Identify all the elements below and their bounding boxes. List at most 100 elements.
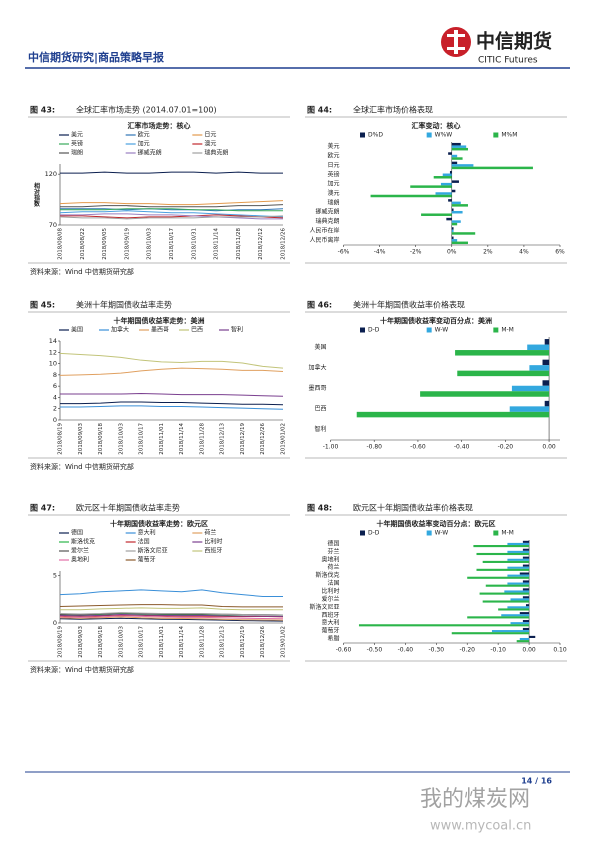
- bar: [522, 588, 530, 591]
- x-tick-label: 2%: [483, 249, 493, 256]
- category-label: 德国: [327, 539, 339, 547]
- series-line: [60, 208, 283, 212]
- bar: [449, 171, 452, 174]
- bar: [467, 576, 530, 579]
- x-tick-label: 6%: [555, 249, 565, 256]
- legend-label: 美国: [71, 326, 83, 334]
- bar: [356, 411, 550, 418]
- legend-label: 巴西: [191, 327, 203, 334]
- x-tick-label: 2018/10/03: [118, 626, 124, 658]
- legend-label: 斯洛伐克: [71, 538, 95, 546]
- y-tick-label: 5: [53, 572, 57, 580]
- chart-title: 十年期国债收益率变动百分点：欧元区: [377, 519, 496, 528]
- bar: [510, 598, 530, 601]
- legend-label: M-M: [501, 327, 514, 334]
- bar: [522, 580, 530, 583]
- bar: [451, 208, 454, 211]
- legend-label: 西班牙: [204, 547, 222, 555]
- bar: [482, 560, 530, 563]
- bar: [522, 627, 530, 631]
- series-line: [60, 392, 284, 397]
- figure-title: 美洲十年期国债收益率走势: [76, 300, 172, 310]
- x-tick-label: 2019/01/02: [281, 423, 287, 455]
- bar: [519, 572, 530, 575]
- bar: [509, 406, 550, 412]
- header-title: 中信期货研究|商品策略早报: [28, 50, 165, 64]
- bar: [522, 548, 530, 551]
- x-tick-label: 2018/11/28: [199, 423, 205, 455]
- legend-label: 加拿大: [111, 326, 129, 334]
- watermark-cn: 我的煤炭网: [420, 787, 530, 812]
- x-tick-label: 2018/12/19: [240, 423, 246, 455]
- category-label: 墨西哥: [308, 385, 326, 392]
- x-tick-label: 2018/11/01: [159, 423, 165, 455]
- x-tick-label: 2018/10/17: [169, 228, 175, 260]
- x-tick-label: -0.40: [398, 647, 414, 654]
- bar: [491, 630, 530, 633]
- figure-title: 全球汇率市场价格表现: [353, 105, 433, 115]
- bar: [519, 612, 530, 615]
- page-number: 14 / 16: [521, 777, 552, 786]
- x-tick-label: -0.80: [366, 444, 382, 451]
- bar: [433, 176, 452, 179]
- legend-label: 瑞典克朗: [204, 149, 228, 157]
- bar: [476, 552, 530, 556]
- y-tick-label: 0: [53, 416, 57, 424]
- bar: [522, 564, 530, 567]
- series-line: [59, 352, 284, 369]
- y-tick-label: 4: [53, 393, 57, 401]
- series-line: [60, 214, 284, 219]
- x-tick-label: 2018/11/14: [214, 228, 220, 260]
- source-note: 资料来源：Wind 中信期货研究部: [30, 267, 134, 276]
- bar: [410, 185, 452, 188]
- legend-swatch: [360, 132, 365, 138]
- bar: [507, 606, 530, 609]
- x-tick-label: 4%: [519, 249, 529, 256]
- series-line: [60, 208, 284, 212]
- y-tick-label: 10: [49, 360, 57, 368]
- source-note: 资料来源：Wind 中信期货研究部: [30, 462, 134, 471]
- bar: [473, 545, 530, 548]
- bar: [510, 622, 530, 625]
- legend-swatch: [360, 530, 365, 536]
- legend-label: D-D: [368, 327, 380, 334]
- series-line: [59, 617, 284, 622]
- category-label: 荷兰: [327, 563, 339, 571]
- figure-label: 图 44:: [307, 106, 332, 115]
- bar: [451, 222, 458, 226]
- bar: [482, 600, 530, 603]
- x-tick-label: 2018/11/01: [159, 626, 165, 658]
- legend-label: 墨西哥: [151, 327, 169, 334]
- legend-label: M-M: [501, 530, 514, 537]
- figure-label: 图 48:: [307, 504, 332, 513]
- bar: [476, 568, 530, 571]
- legend-label: 加元: [138, 140, 150, 148]
- legend-label: W%W: [435, 132, 453, 139]
- legend-label: 美元: [71, 131, 83, 139]
- category-label: 斯洛文尼亚: [309, 603, 339, 611]
- bar: [542, 380, 550, 386]
- category-label: 人民币在岸: [309, 226, 339, 234]
- category-label: 芬兰: [327, 547, 339, 555]
- legend-swatch: [493, 132, 499, 138]
- bar: [544, 339, 550, 345]
- bar: [448, 199, 452, 202]
- series-line: [60, 213, 283, 220]
- bar: [522, 620, 530, 623]
- x-tick-label: 0.10: [553, 647, 567, 654]
- legend-label: 德国: [71, 529, 83, 537]
- x-tick-label: 2018/11/14: [179, 626, 185, 658]
- bar: [370, 194, 452, 198]
- bar: [451, 164, 474, 167]
- series-line: [60, 171, 283, 174]
- legend-swatch: [426, 530, 432, 536]
- bar: [479, 592, 530, 595]
- x-tick-label: 2018/10/31: [191, 228, 197, 260]
- category-label: 奥地利: [321, 555, 339, 563]
- x-tick-label: 2018/08/08: [58, 228, 64, 260]
- legend-swatch: [426, 327, 432, 333]
- bar: [507, 582, 530, 585]
- bar: [451, 227, 454, 230]
- x-tick-label: -6%: [338, 249, 350, 256]
